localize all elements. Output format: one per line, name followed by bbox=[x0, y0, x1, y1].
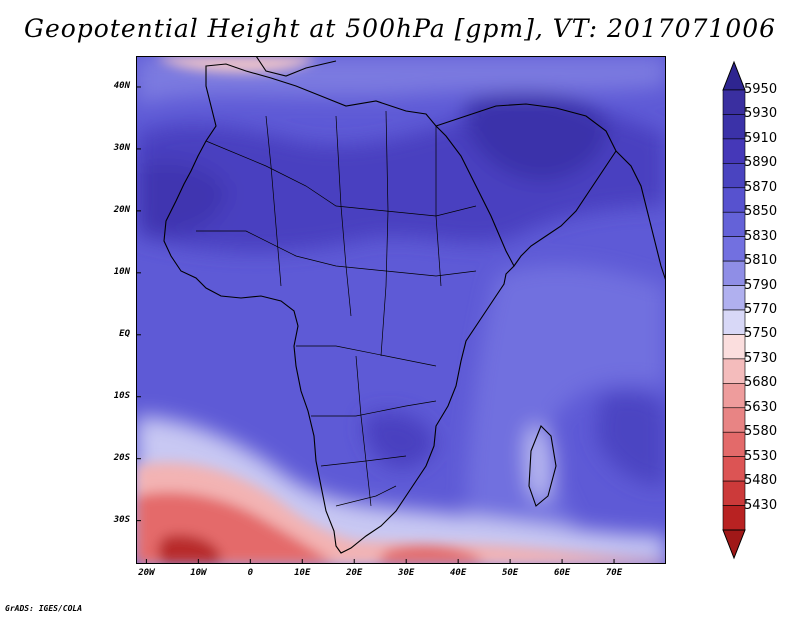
colorbar-cell bbox=[722, 358, 746, 384]
axis-ticks bbox=[136, 86, 615, 564]
colorbar-level-label: 5770 bbox=[744, 302, 778, 317]
colorbar-level-label: 5630 bbox=[744, 399, 778, 415]
lon-label: 50E bbox=[501, 568, 519, 578]
colorbar-cell bbox=[722, 456, 746, 482]
lat-label: EQ bbox=[119, 328, 130, 339]
colorbar-level-label: 5870 bbox=[744, 179, 778, 195]
colorbar-level-label: 5950 bbox=[744, 82, 778, 97]
coastlines bbox=[163, 56, 666, 554]
contour-ridge-southafrica bbox=[364, 412, 436, 469]
lat-label: 20S bbox=[113, 452, 130, 463]
colorbar-level-label: 5730 bbox=[744, 350, 778, 366]
lat-label: 30N bbox=[113, 142, 130, 153]
colorbar-bottom-arrow bbox=[722, 529, 746, 560]
plot-frame bbox=[136, 56, 666, 564]
lon-label: 20W bbox=[138, 568, 155, 578]
contour-madagascar-light bbox=[525, 425, 555, 503]
colorbar-cell bbox=[722, 114, 746, 140]
map-title: Geopotential Height at 500hPa [gpm], VT:… bbox=[23, 14, 777, 43]
colorbar-level-label: 5790 bbox=[744, 277, 778, 293]
colorbar bbox=[722, 60, 746, 560]
colorbar-top-arrow bbox=[722, 60, 746, 91]
colorbar-level-label: 5750 bbox=[744, 326, 778, 342]
colorbar-cell bbox=[722, 89, 746, 115]
lat-label: 20N bbox=[113, 204, 130, 215]
contour-indian-ocean bbox=[466, 265, 666, 526]
colorbar-cell bbox=[722, 407, 746, 433]
lat-label: 30S bbox=[113, 514, 130, 525]
lon-label: 10E bbox=[294, 568, 311, 578]
colorbar-cell bbox=[722, 163, 746, 189]
colorbar-cell bbox=[722, 505, 746, 531]
lat-label: 10N bbox=[113, 266, 130, 277]
colorbar-cell bbox=[722, 236, 746, 262]
colorbar-level-label: 5430 bbox=[744, 497, 778, 513]
colorbar-cell bbox=[722, 138, 746, 164]
colorbar-level-label: 5480 bbox=[744, 473, 778, 489]
colorbar-cell bbox=[722, 211, 746, 237]
colorbar-cell bbox=[722, 334, 746, 360]
country-borders bbox=[196, 110, 477, 507]
lon-label: 60E bbox=[553, 568, 571, 578]
colorbar-level-label: 5890 bbox=[744, 155, 778, 171]
lon-label: 40E bbox=[450, 568, 467, 578]
colorbar-level-label: 5850 bbox=[744, 204, 778, 220]
lon-label: 10W bbox=[190, 568, 207, 578]
grads-credit: GrADS: IGES/COLA bbox=[5, 604, 83, 613]
colorbar-level-label: 5910 bbox=[744, 130, 778, 146]
colorbar-cell bbox=[722, 431, 746, 457]
colorbar-level-label: 5930 bbox=[744, 106, 778, 122]
colorbar-level-label: 5530 bbox=[744, 448, 778, 464]
contour-north-pink bbox=[156, 56, 316, 73]
colorbar-level-label: 5830 bbox=[744, 228, 778, 244]
contour-ridge-arabia bbox=[466, 92, 608, 181]
colorbar-cell bbox=[722, 383, 746, 409]
colorbar-level-label: 5680 bbox=[744, 375, 778, 391]
lon-label: 70E bbox=[605, 568, 623, 578]
contour-ridge-indianocean bbox=[596, 392, 666, 486]
lon-label: 20E bbox=[346, 568, 363, 578]
map-plot bbox=[136, 56, 666, 564]
colorbar-level-label: 5580 bbox=[744, 424, 778, 440]
colorbar-cell bbox=[722, 187, 746, 213]
lat-label: 10S bbox=[113, 390, 130, 401]
lon-label: 30E bbox=[398, 568, 415, 578]
contour-south-darkred bbox=[158, 534, 221, 564]
colorbar-level-label: 5810 bbox=[744, 253, 778, 269]
colorbar-cell bbox=[722, 260, 746, 286]
colorbar-cell bbox=[722, 309, 746, 335]
colorbar-cell bbox=[722, 285, 746, 311]
lon-label: 0 bbox=[247, 568, 254, 578]
contour-ridge-westafrica bbox=[136, 161, 227, 236]
colorbar-cell bbox=[722, 480, 746, 506]
lat-label: 40N bbox=[113, 80, 130, 91]
